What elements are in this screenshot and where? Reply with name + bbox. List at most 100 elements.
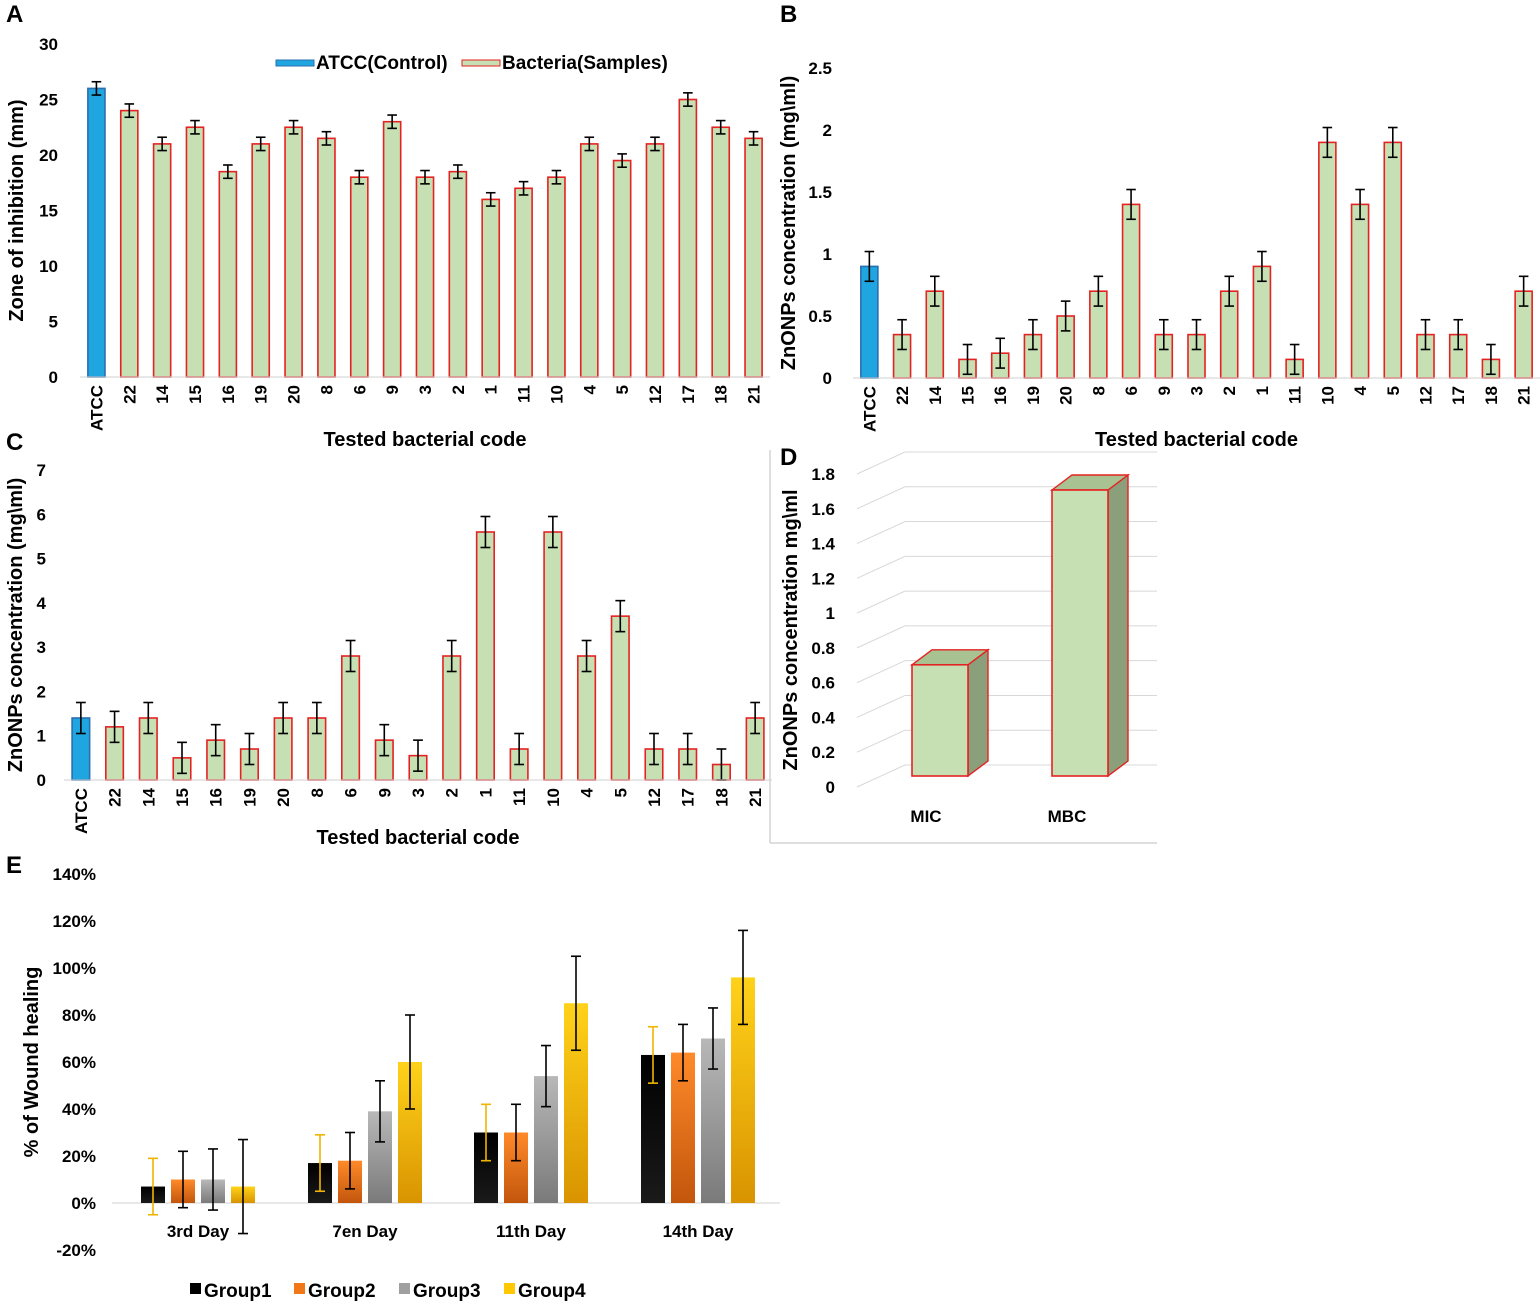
panel-letter-e: E [6, 852, 22, 879]
bar-a-17 [678, 98, 698, 378]
xtick-label-c-10: 10 [544, 788, 563, 807]
xtick-label-a-20: 20 [285, 385, 304, 404]
legend-swatch-group1 [190, 1283, 201, 1294]
xtick-label-c-8: 8 [308, 788, 327, 797]
xtick-label-a-10: 10 [547, 385, 566, 404]
bar-d-MIC [911, 663, 969, 777]
xtick-label-a-4: 4 [580, 384, 599, 394]
xtick-label-c-16: 16 [207, 788, 226, 807]
bar-b-ATCC [860, 265, 879, 379]
bar-a-ATCC [87, 87, 106, 378]
gridline-diag-d [856, 694, 906, 718]
xtick-label-c-ATCC: ATCC [72, 788, 91, 834]
ytick-label-a: 15 [39, 202, 58, 221]
ytick-label-e: 100% [53, 959, 96, 978]
bar-a-20 [284, 126, 303, 378]
xtick-label-b-8: 8 [1089, 386, 1108, 395]
legend-swatch-samples [461, 59, 501, 67]
bar-c-5 [610, 615, 630, 781]
y-axis-title-a: Zone of inhibition (mm) [6, 99, 28, 321]
legend-label-control: ATCC(Control) [316, 53, 448, 74]
ytick-label-b: 2 [823, 121, 832, 140]
bar-a-10 [547, 176, 566, 378]
ytick-label-d: 1.8 [811, 465, 835, 484]
ytick-label-e: 0% [71, 1194, 96, 1213]
xtick-label-b-16: 16 [991, 386, 1010, 405]
gridline-diag-d [856, 521, 906, 545]
gridline-diag-d [856, 660, 906, 684]
xtick-label-a-11: 11 [515, 385, 534, 403]
xtick-label-b-2: 2 [1220, 386, 1239, 395]
xtick-label-a-9: 9 [383, 385, 402, 394]
bar-c-4 [577, 655, 597, 781]
xtick-label-c-11: 11 [510, 788, 529, 806]
legend-swatch-group4 [504, 1283, 515, 1294]
xtick-label-b-11: 11 [1286, 386, 1305, 404]
xtick-label-c-22: 22 [106, 788, 125, 807]
ytick-label-d: 0.8 [811, 639, 835, 658]
bar-side-d-MBC [1107, 473, 1129, 778]
xtick-label-b-22: 22 [893, 386, 912, 405]
ytick-label-d: 0.4 [811, 708, 835, 727]
ytick-label-e: 20% [62, 1147, 96, 1166]
chart-panel-e: -20% 0% 20% 40% 60% 80% 100% 120% 140% 3rd Day 7en… [21, 865, 780, 1302]
xtick-label-c-19: 19 [240, 788, 259, 807]
xtick-label-b-3: 3 [1188, 386, 1207, 395]
xtick-label-b-ATCC: ATCC [860, 386, 879, 432]
bar-c-1 [475, 531, 495, 781]
y-axis-title-c: ZnONPs concentration (mg\ml) [5, 478, 27, 772]
xtick-label-c-1: 1 [476, 788, 495, 797]
xtick-label-a-21: 21 [745, 385, 764, 404]
ytick-label-a: 30 [39, 35, 58, 54]
ytick-label-d: 0 [826, 778, 835, 797]
bar-side-d-MIC [967, 648, 989, 778]
ytick-label-e: 60% [62, 1053, 96, 1072]
ytick-label-c: 3 [37, 638, 46, 657]
ytick-label-c: 1 [37, 727, 46, 746]
xtick-label-c-5: 5 [611, 788, 630, 797]
bar-a-9 [382, 120, 402, 378]
ytick-label-b: 1 [823, 245, 832, 264]
xtick-label-b-9: 9 [1155, 386, 1174, 395]
bar-b-6 [1121, 203, 1141, 379]
bar-a-16 [218, 170, 238, 378]
xtick-label-b-21: 21 [1515, 386, 1534, 405]
ytick-label-a: 5 [49, 313, 58, 332]
bar-a-1 [481, 198, 501, 378]
xtick-label-a-17: 17 [679, 385, 698, 404]
bar-a-8 [317, 137, 336, 378]
ytick-label-a: 25 [39, 91, 58, 110]
ytick-label-c: 5 [37, 550, 46, 569]
ytick-label-c: 0 [37, 771, 46, 790]
xtick-label-a-3: 3 [416, 385, 435, 394]
xtick-label-a-5: 5 [613, 385, 632, 394]
ytick-label-a: 0 [49, 368, 58, 387]
bar-a-2 [448, 170, 468, 378]
xtick-label-a-15: 15 [186, 385, 205, 404]
gridline-diag-d [856, 764, 906, 788]
gridline-diag-d [856, 729, 906, 753]
xtick-label-b-15: 15 [959, 386, 978, 405]
chart-panel-d: 0 0.2 0.4 0.6 0.8 1 1.2 1.4 1.6 1.8 MIC MBC ZnONPs c… [769, 450, 1157, 844]
xtick-label-b-10: 10 [1318, 386, 1337, 405]
ytick-label-b: 0 [823, 369, 832, 388]
xtick-label-c-17: 17 [679, 788, 698, 807]
gridline-diag-d [856, 486, 906, 510]
xtick-label-e: 7en Day [332, 1222, 398, 1241]
xtick-label-d-MIC: MIC [910, 807, 941, 826]
xtick-label-a-ATCC: ATCC [87, 385, 106, 431]
xtick-label-e: 11th Day [496, 1222, 566, 1241]
xtick-label-c-2: 2 [443, 788, 462, 797]
panel-letter-d: D [780, 444, 797, 471]
bar-b-4 [1350, 203, 1370, 379]
ytick-label-a: 10 [39, 257, 58, 276]
ytick-label-c: 7 [37, 461, 46, 480]
bar-a-21 [744, 137, 763, 378]
ytick-label-d: 1.6 [811, 500, 835, 519]
panel-letter-c: C [6, 429, 23, 456]
legend-label-group2: Group2 [308, 1281, 376, 1302]
ytick-label-d: 0.2 [811, 743, 835, 762]
ytick-label-d: 1.2 [811, 569, 835, 588]
